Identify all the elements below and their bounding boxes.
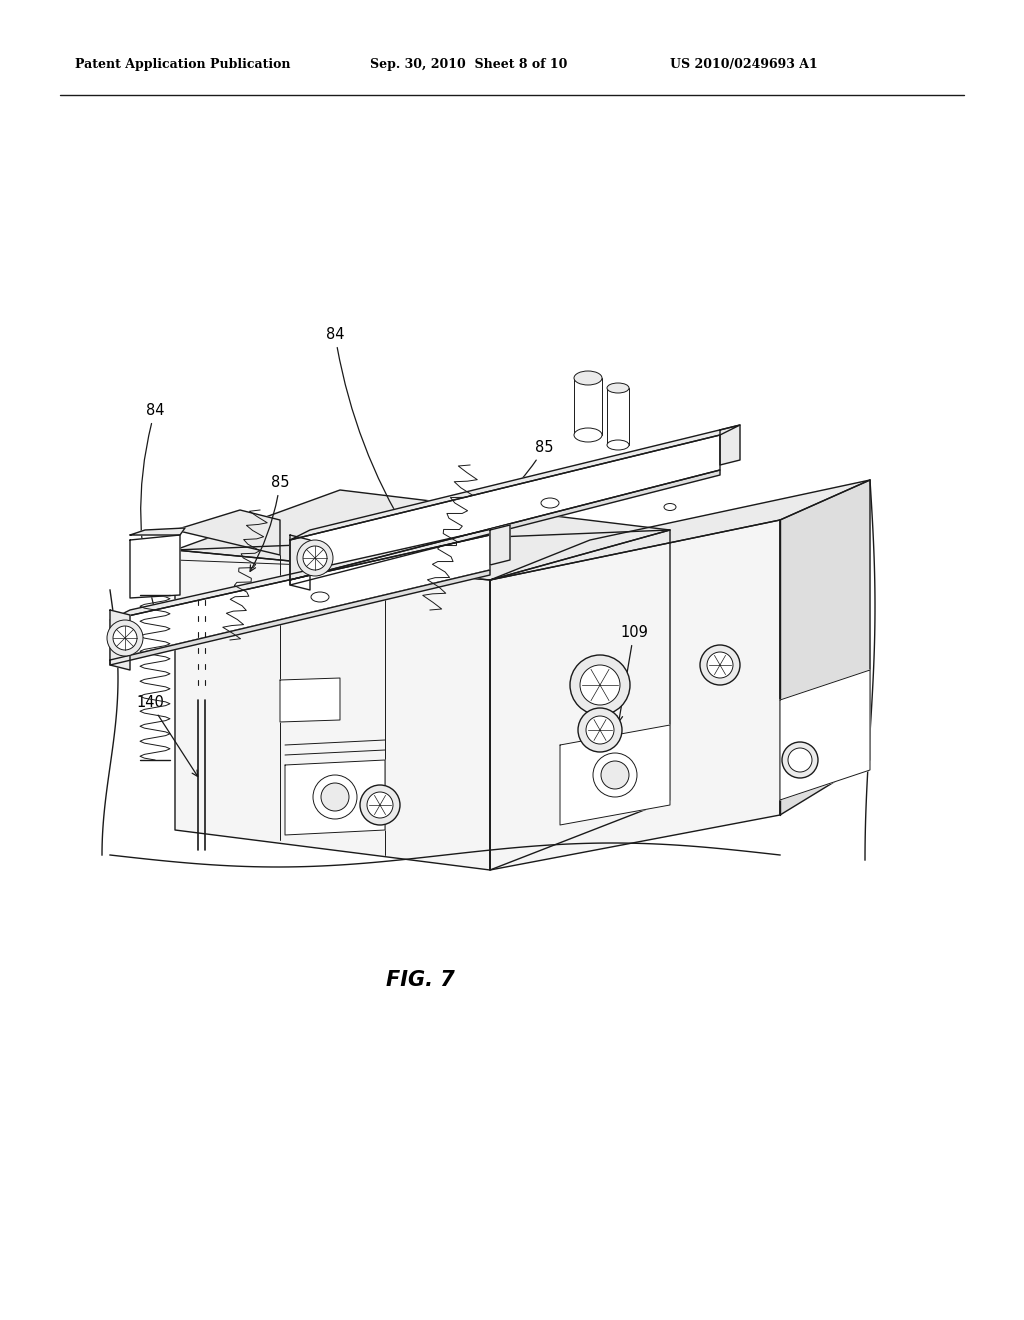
Text: 85: 85 bbox=[459, 440, 554, 528]
Circle shape bbox=[360, 785, 400, 825]
Polygon shape bbox=[110, 525, 510, 620]
Text: 85: 85 bbox=[250, 475, 289, 572]
Circle shape bbox=[106, 620, 143, 656]
Polygon shape bbox=[780, 480, 870, 814]
Ellipse shape bbox=[574, 428, 602, 442]
Polygon shape bbox=[490, 531, 670, 870]
Circle shape bbox=[788, 748, 812, 772]
Circle shape bbox=[586, 715, 614, 744]
Circle shape bbox=[580, 665, 620, 705]
Circle shape bbox=[113, 626, 137, 649]
Polygon shape bbox=[285, 760, 385, 836]
Polygon shape bbox=[290, 535, 310, 590]
Polygon shape bbox=[175, 550, 490, 870]
Circle shape bbox=[601, 762, 629, 789]
Ellipse shape bbox=[607, 440, 629, 450]
Ellipse shape bbox=[541, 498, 559, 508]
Circle shape bbox=[570, 655, 630, 715]
Polygon shape bbox=[290, 470, 720, 585]
Polygon shape bbox=[175, 510, 280, 554]
Text: Sep. 30, 2010  Sheet 8 of 10: Sep. 30, 2010 Sheet 8 of 10 bbox=[370, 58, 567, 71]
Text: 109: 109 bbox=[616, 624, 648, 722]
Ellipse shape bbox=[311, 591, 329, 602]
Circle shape bbox=[367, 792, 393, 818]
Polygon shape bbox=[290, 436, 720, 579]
Polygon shape bbox=[130, 528, 185, 535]
Text: FIG. 7: FIG. 7 bbox=[386, 970, 455, 990]
Polygon shape bbox=[720, 425, 740, 465]
Circle shape bbox=[303, 546, 327, 570]
Ellipse shape bbox=[574, 371, 602, 385]
Circle shape bbox=[593, 752, 637, 797]
Polygon shape bbox=[110, 535, 490, 660]
Circle shape bbox=[782, 742, 818, 777]
Polygon shape bbox=[490, 520, 780, 870]
Text: 140: 140 bbox=[136, 696, 198, 776]
Text: 84: 84 bbox=[140, 403, 164, 616]
Text: US 2010/0249693 A1: US 2010/0249693 A1 bbox=[670, 58, 818, 71]
Polygon shape bbox=[130, 535, 180, 598]
Polygon shape bbox=[110, 570, 490, 665]
Circle shape bbox=[578, 708, 622, 752]
Text: Patent Application Publication: Patent Application Publication bbox=[75, 58, 291, 71]
Circle shape bbox=[313, 775, 357, 818]
Text: 84: 84 bbox=[326, 327, 408, 533]
Ellipse shape bbox=[607, 383, 629, 393]
Circle shape bbox=[700, 645, 740, 685]
Circle shape bbox=[297, 540, 333, 576]
Polygon shape bbox=[490, 525, 510, 565]
Circle shape bbox=[707, 652, 733, 678]
Circle shape bbox=[321, 783, 349, 810]
Polygon shape bbox=[280, 678, 340, 722]
Polygon shape bbox=[490, 480, 870, 579]
Polygon shape bbox=[780, 671, 870, 800]
Polygon shape bbox=[110, 610, 130, 671]
Ellipse shape bbox=[664, 503, 676, 511]
Polygon shape bbox=[290, 425, 740, 540]
Polygon shape bbox=[560, 725, 670, 825]
Polygon shape bbox=[175, 490, 670, 579]
